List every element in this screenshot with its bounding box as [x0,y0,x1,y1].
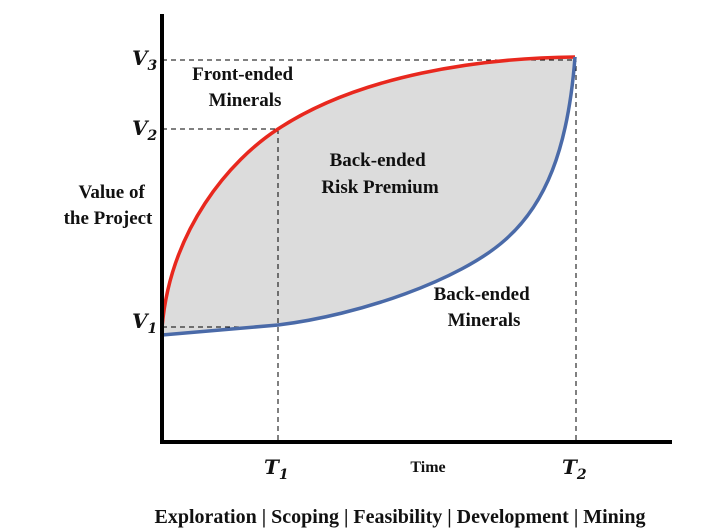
tick-v2: V2 [132,116,158,144]
tick-t2: T2 [562,455,587,483]
back-ended-label: Back-ended Minerals [434,284,535,331]
tick-t1: T1 [264,455,289,483]
tick-v3: V3 [132,46,158,74]
front-ended-label: Front-ended Minerals [192,64,298,111]
back-ended-curve [161,56,577,337]
tick-v1: V1 [132,309,157,337]
project-stages-label: Exploration | Scoping | Feasibility | De… [155,506,646,528]
front-ended-curve [160,55,576,329]
y-axis-label: Value of the Project [64,182,153,229]
risk-premium-label: Back-ended Risk Premium [321,150,439,198]
x-axis-label: Time [410,459,445,476]
risk-premium-region [162,57,575,335]
